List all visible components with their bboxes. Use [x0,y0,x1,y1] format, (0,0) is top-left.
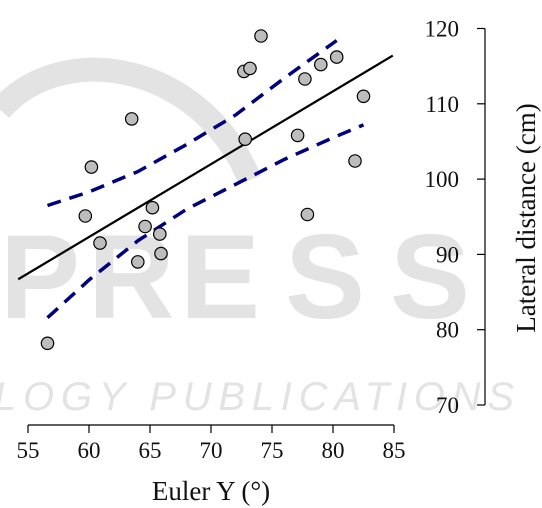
x-tick-label: 75 [261,438,284,463]
x-tick-label: 60 [78,438,101,463]
regression-line [17,54,394,281]
data-point [243,61,257,76]
y-tick-label: 120 [425,17,460,42]
data-point [84,160,99,174]
data-point [154,246,168,261]
data-point [124,112,139,126]
data-point [78,209,93,223]
data-point [313,57,328,72]
y-tick-label: 90 [436,242,459,267]
y-tick-label: 70 [436,393,459,418]
watermark: P R E S S LOGY PUBLICATIONS [0,57,514,419]
data-point [329,50,344,64]
y-axis-label: Lateral distance (cm) [511,103,541,332]
x-tick-label: 85 [383,438,406,463]
x-axis-label: Euler Y (°) [152,476,270,506]
watermark-letter: S [285,210,365,344]
data-point [93,236,107,250]
y-tick-label: 100 [425,167,460,192]
data-point [298,72,312,86]
x-tick-label: 65 [139,438,162,463]
watermark-letter: E [180,210,260,344]
data-point [290,128,305,143]
confidence-band-lower [46,123,365,319]
data-point [348,154,362,168]
data-point [356,89,371,104]
data-point [238,132,252,146]
x-tick-label: 70 [200,438,223,463]
watermark-arc [0,57,262,185]
y-tick-label: 80 [436,318,459,343]
watermark-letter: S [390,210,470,344]
plot-area [17,29,394,351]
data-point [145,200,160,215]
data-point [131,255,145,269]
x-tick-label: 80 [322,438,345,463]
data-point [138,219,152,234]
data-point [153,227,167,241]
axes: 55 60 65 70 75 80 85 Euler Y (°) 70 80 90 100 110 120… [17,17,542,507]
data-point [254,29,268,43]
watermark-bottom-text: LOGY PUBLICATIONS [0,375,514,419]
y-tick-label: 110 [425,92,459,117]
x-tick-label: 55 [17,438,40,463]
data-point [40,336,55,351]
watermark-letter: P [0,210,80,344]
data-point [300,207,315,222]
